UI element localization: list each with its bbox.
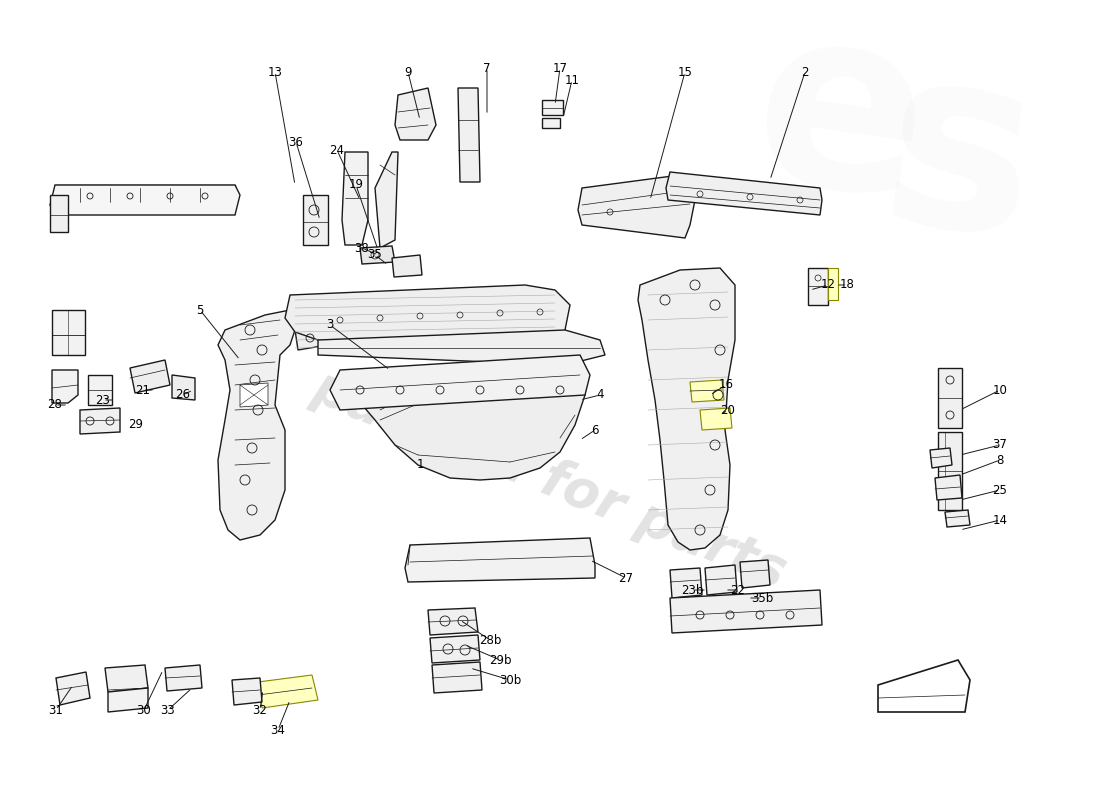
Polygon shape xyxy=(945,510,970,527)
Text: 32: 32 xyxy=(253,703,267,717)
Text: 30b: 30b xyxy=(499,674,521,686)
Polygon shape xyxy=(52,370,78,403)
Text: 23b: 23b xyxy=(681,583,703,597)
Polygon shape xyxy=(130,360,170,393)
Polygon shape xyxy=(56,672,90,705)
Text: 16: 16 xyxy=(718,378,734,391)
Polygon shape xyxy=(428,608,478,635)
Polygon shape xyxy=(938,368,962,428)
Polygon shape xyxy=(542,118,560,128)
Text: 37: 37 xyxy=(992,438,1008,451)
Polygon shape xyxy=(542,100,563,115)
Text: 22: 22 xyxy=(730,583,746,597)
Text: 2: 2 xyxy=(801,66,808,78)
Polygon shape xyxy=(285,285,570,355)
Polygon shape xyxy=(828,268,838,300)
Polygon shape xyxy=(358,368,585,480)
Text: 9: 9 xyxy=(405,66,411,78)
Text: 25: 25 xyxy=(992,483,1008,497)
Polygon shape xyxy=(670,590,822,633)
Polygon shape xyxy=(432,662,482,693)
Polygon shape xyxy=(700,408,732,430)
Polygon shape xyxy=(258,675,318,708)
Text: 35b: 35b xyxy=(751,591,773,605)
Text: 23: 23 xyxy=(96,394,110,406)
Polygon shape xyxy=(52,310,85,355)
Polygon shape xyxy=(808,268,828,305)
Polygon shape xyxy=(318,330,605,365)
Text: 20: 20 xyxy=(720,403,736,417)
Text: 36: 36 xyxy=(288,135,304,149)
Text: 14: 14 xyxy=(992,514,1008,526)
Text: 6: 6 xyxy=(592,423,598,437)
Polygon shape xyxy=(740,560,770,588)
Polygon shape xyxy=(342,152,369,245)
Text: 27: 27 xyxy=(618,571,634,585)
Text: 38: 38 xyxy=(354,242,370,254)
Polygon shape xyxy=(395,88,436,140)
Text: 19: 19 xyxy=(349,178,363,191)
Polygon shape xyxy=(878,660,970,712)
Text: 33: 33 xyxy=(161,703,175,717)
Text: 29b: 29b xyxy=(488,654,512,666)
Polygon shape xyxy=(232,678,262,705)
Text: 3: 3 xyxy=(327,318,333,331)
Polygon shape xyxy=(458,88,480,182)
Polygon shape xyxy=(578,175,695,238)
Text: 24: 24 xyxy=(330,143,344,157)
Text: 31: 31 xyxy=(48,703,64,717)
Polygon shape xyxy=(330,355,590,410)
Polygon shape xyxy=(705,565,737,595)
Text: passion for parts: passion for parts xyxy=(306,361,794,599)
Polygon shape xyxy=(392,255,422,277)
Text: 34: 34 xyxy=(271,723,285,737)
Text: 17: 17 xyxy=(552,62,568,74)
Polygon shape xyxy=(430,635,480,663)
Polygon shape xyxy=(670,568,702,598)
Polygon shape xyxy=(108,688,148,712)
Text: 21: 21 xyxy=(135,383,151,397)
Polygon shape xyxy=(50,185,240,215)
Polygon shape xyxy=(172,375,195,400)
Text: 30: 30 xyxy=(136,703,152,717)
Polygon shape xyxy=(50,195,68,232)
Polygon shape xyxy=(938,432,962,510)
Text: 29: 29 xyxy=(129,418,143,431)
Text: 1: 1 xyxy=(416,458,424,471)
Text: 26: 26 xyxy=(176,389,190,402)
Text: 5: 5 xyxy=(196,303,204,317)
Text: 18: 18 xyxy=(839,278,855,291)
Text: 15: 15 xyxy=(678,66,692,78)
Polygon shape xyxy=(165,665,202,691)
Polygon shape xyxy=(240,383,268,407)
Text: 28b: 28b xyxy=(478,634,502,646)
Text: 28: 28 xyxy=(47,398,63,411)
Polygon shape xyxy=(405,538,595,582)
Polygon shape xyxy=(55,185,235,205)
Polygon shape xyxy=(935,475,962,500)
Text: 35: 35 xyxy=(367,249,383,262)
Polygon shape xyxy=(690,380,724,402)
Text: e: e xyxy=(739,0,940,252)
Text: 11: 11 xyxy=(564,74,580,86)
Polygon shape xyxy=(80,408,120,434)
Polygon shape xyxy=(666,172,822,215)
Polygon shape xyxy=(375,152,398,248)
Polygon shape xyxy=(218,310,295,540)
Polygon shape xyxy=(302,195,328,245)
Polygon shape xyxy=(638,268,735,550)
Text: s: s xyxy=(869,30,1050,290)
Text: 13: 13 xyxy=(267,66,283,78)
Text: 12: 12 xyxy=(821,278,836,291)
Polygon shape xyxy=(104,665,148,692)
Polygon shape xyxy=(295,325,328,350)
Text: 4: 4 xyxy=(596,389,604,402)
Text: 7: 7 xyxy=(483,62,491,74)
Text: 8: 8 xyxy=(997,454,1003,466)
Polygon shape xyxy=(930,448,952,468)
Polygon shape xyxy=(88,375,112,405)
Polygon shape xyxy=(360,246,395,264)
Text: 10: 10 xyxy=(992,383,1008,397)
